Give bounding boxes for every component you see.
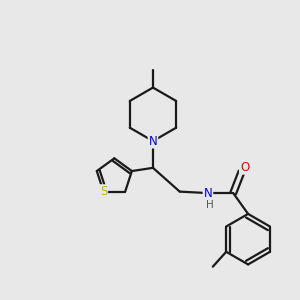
Text: O: O (240, 161, 249, 174)
Text: N: N (204, 187, 212, 200)
Text: H: H (206, 200, 213, 210)
Text: N: N (148, 135, 157, 148)
Text: S: S (100, 185, 107, 198)
